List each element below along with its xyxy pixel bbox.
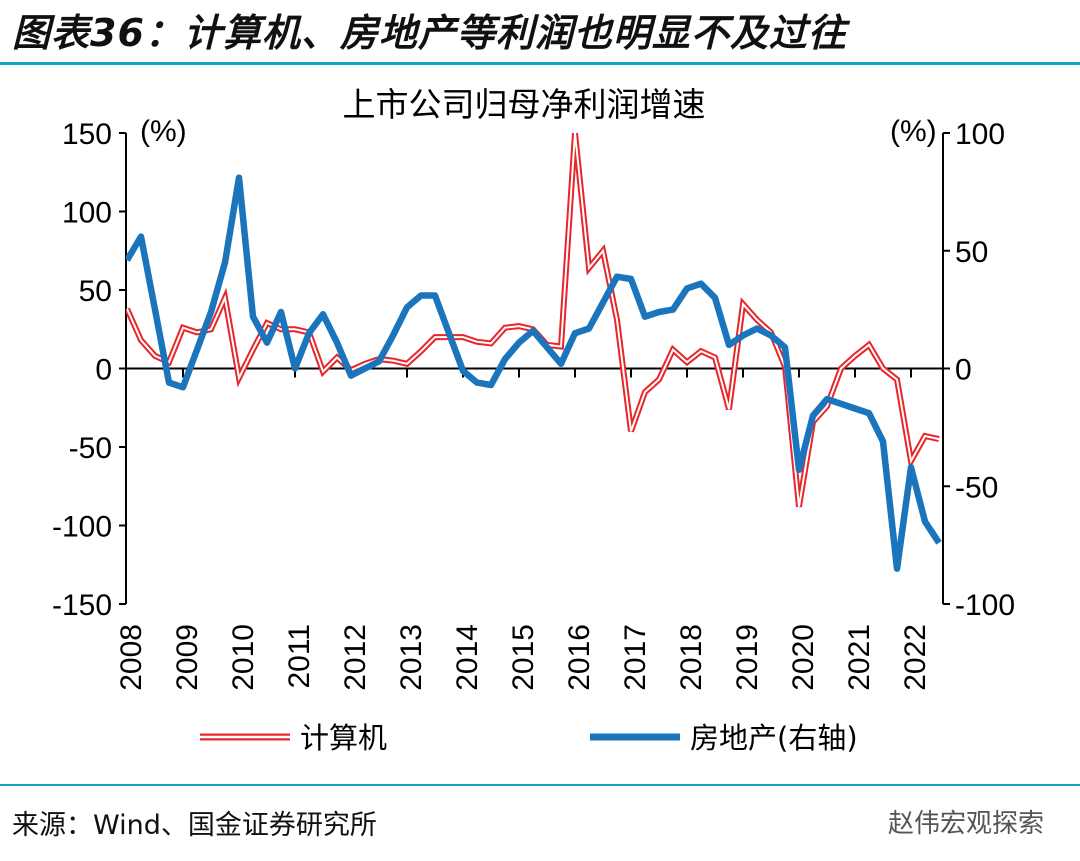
x-tick-label: 2012 [339,624,372,691]
x-tick-label: 2015 [507,624,540,691]
chart-title: 上市公司归母净利润增速 [343,85,706,124]
legend: 计算机 房地产(右轴) [200,721,858,755]
left-axis-unit: (%) [140,115,187,148]
top-divider [0,62,1080,65]
left-tick-label: 0 [95,354,112,387]
figure-title: 图表36：计算机、房地产等利润也明显不及过往 [12,11,847,55]
legend-computer-label: 计算机 [300,721,387,755]
x-tick-label: 2022 [899,624,932,691]
x-tick-label: 2021 [843,624,876,691]
left-tick-label: -150 [52,589,112,622]
x-tick-label: 2018 [675,624,708,691]
right-tick-label: 100 [955,118,1005,151]
bottom-divider [0,784,1080,786]
right-tick-label: -100 [955,589,1015,622]
x-tick-label: 2010 [227,624,260,691]
series-line-realestate [126,174,942,572]
right-tick-label: 0 [955,354,972,387]
x-tick-label: 2011 [283,624,316,689]
left-tick-label: 100 [62,197,112,230]
right-tick-label: 50 [955,236,988,269]
x-tick-label: 2013 [395,624,428,691]
x-tick-label: 2017 [619,624,652,691]
watermark: 赵伟宏观探索 [887,809,1044,839]
left-tick-label: -50 [69,432,112,465]
left-tick-label: 150 [62,118,112,151]
right-axis-unit: (%) [890,115,937,148]
x-tick-label: 2016 [563,624,596,691]
x-tick-label: 2014 [451,624,484,691]
series-line-computer-inner [126,133,940,507]
x-tick-label: 2019 [731,624,764,691]
x-tick-label: 2009 [171,624,204,691]
right-tick-label: -50 [955,471,998,504]
x-tick-label: 2020 [787,624,820,691]
left-tick-label: -100 [52,511,112,544]
source-note: 来源：Wind、国金证券研究所 [12,810,377,841]
legend-realestate-label: 房地产(右轴) [690,721,858,755]
series-line-computer [126,133,940,508]
left-tick-label: 50 [79,275,112,308]
x-tick-label: 2008 [115,624,148,691]
